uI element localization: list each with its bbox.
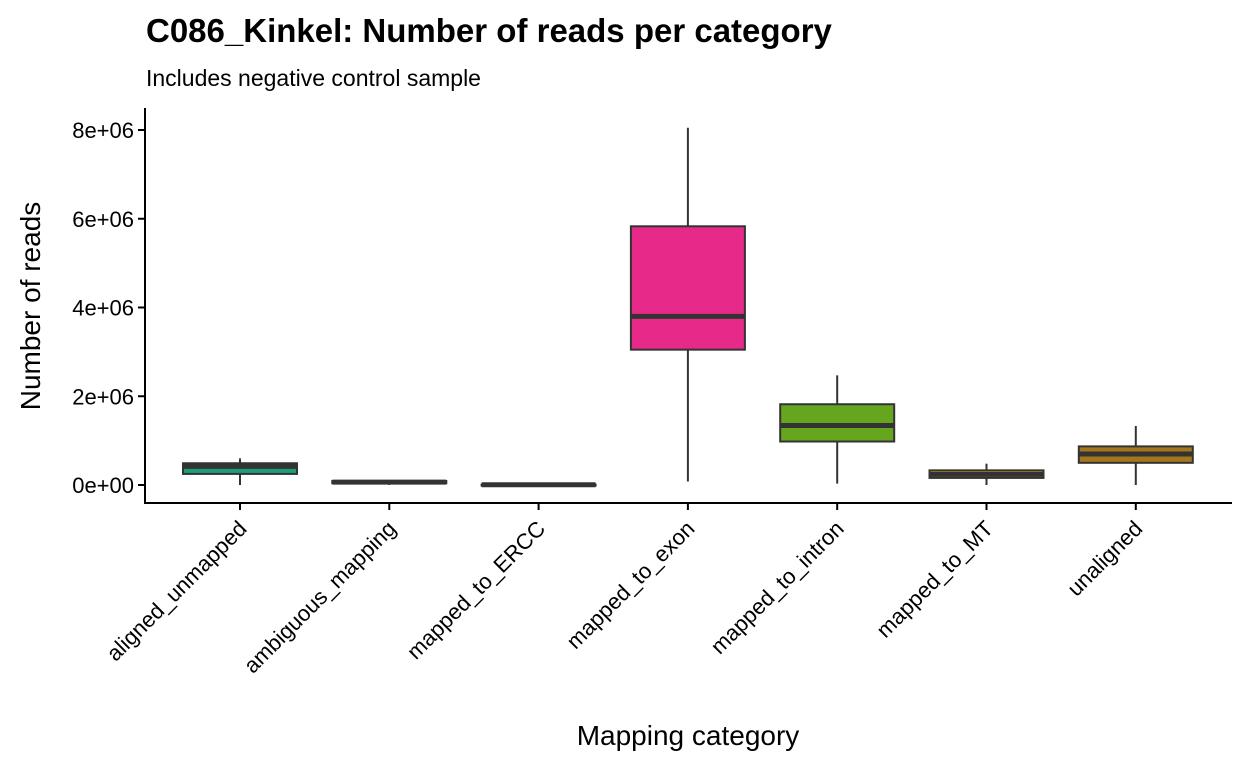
chart-subtitle: Includes negative control sample — [146, 65, 481, 91]
y-axis-ticks: 0e+00 2e+06 4e+06 6e+06 8e+06 — [72, 118, 145, 498]
y-axis-title: Number of reads — [15, 202, 46, 411]
box-mapped-to-ERCC — [480, 482, 597, 488]
box-body — [779, 403, 896, 443]
x-axis-title: Mapping category — [577, 720, 800, 751]
y-tick-label: 4e+06 — [72, 296, 134, 321]
box-aligned-unmapped — [182, 458, 298, 485]
y-tick-label: 0e+00 — [72, 473, 134, 498]
box-mapped-to-MT — [928, 463, 1045, 485]
box-ambiguous-mapping — [331, 479, 448, 485]
y-tick-label: 2e+06 — [72, 384, 134, 409]
box-unaligned — [1077, 425, 1194, 485]
box-body — [629, 225, 746, 351]
x-tick-label: mapped_to_exon — [562, 516, 700, 654]
x-tick-label: aligned_unmapped — [102, 516, 252, 666]
y-tick-label: 8e+06 — [72, 118, 134, 143]
x-tick-label: mapped_to_intron — [706, 516, 849, 659]
chart-title: C086_Kinkel: Number of reads per categor… — [146, 12, 832, 49]
y-tick-label: 6e+06 — [72, 207, 134, 232]
x-tick-label: mapped_to_ERCC — [402, 516, 550, 664]
x-tick-label: ambiguous_mapping — [239, 516, 401, 678]
x-tick-label: mapped_to_MT — [871, 516, 998, 643]
x-tick-label: unaligned — [1062, 516, 1147, 601]
box-mapped-to-intron — [779, 375, 896, 484]
box-mapped-to-exon — [629, 127, 746, 482]
box-series — [182, 127, 1194, 488]
